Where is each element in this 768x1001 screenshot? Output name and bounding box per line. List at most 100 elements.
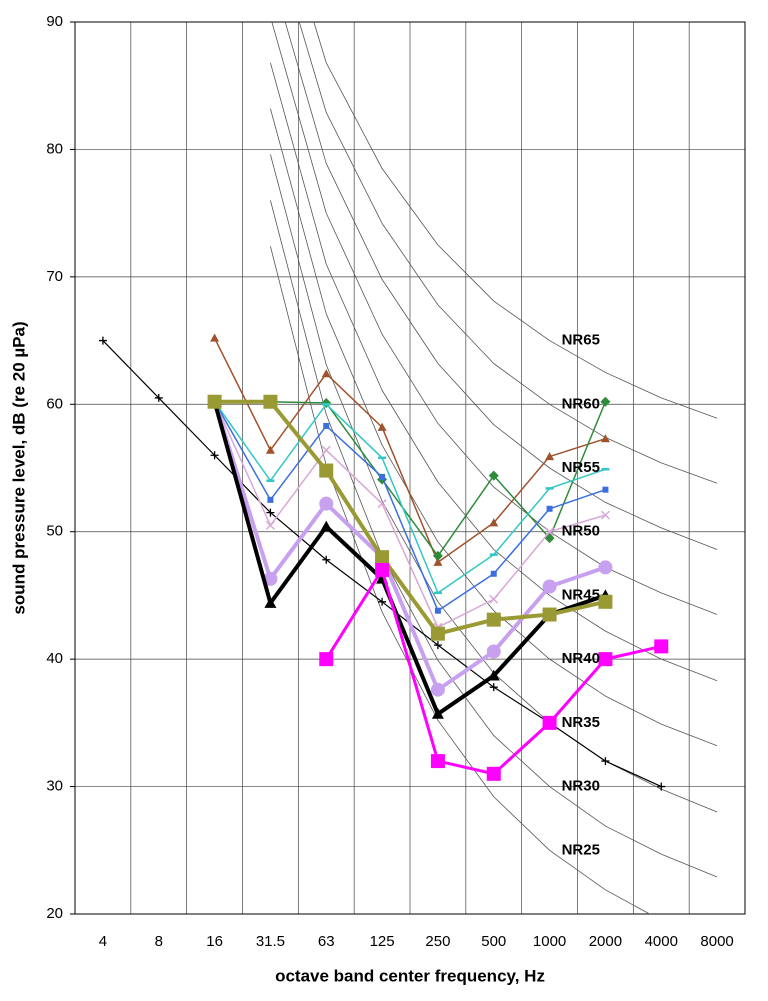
marker <box>487 669 500 681</box>
y-tick-label: 20 <box>46 905 63 922</box>
marker <box>602 486 609 493</box>
y-axis-title: sound pressure level, dB (re 20 µPa) <box>9 321 28 614</box>
marker <box>430 754 445 769</box>
plot-area <box>98 22 718 914</box>
marker <box>598 560 613 575</box>
marker <box>375 550 390 565</box>
marker <box>600 434 610 443</box>
marker <box>489 518 499 527</box>
x-tick-label: 250 <box>425 933 450 950</box>
marker <box>542 579 557 594</box>
y-tick-label: 60 <box>46 395 63 412</box>
y-tick-label: 50 <box>46 523 63 540</box>
marker <box>263 571 278 586</box>
marker <box>98 336 107 345</box>
data-line <box>213 337 606 564</box>
nr-label: NR55 <box>562 459 600 476</box>
data-line <box>213 401 606 629</box>
marker <box>264 597 277 608</box>
marker <box>486 766 501 781</box>
y-tick-label: 30 <box>46 778 63 795</box>
marker <box>265 445 275 454</box>
marker <box>207 394 222 409</box>
nr-label: NR35 <box>562 714 600 731</box>
data-line <box>213 401 606 612</box>
x-tick-label: 125 <box>370 933 395 950</box>
marker <box>600 510 610 520</box>
nr-curve <box>271 22 718 615</box>
y-tick-label: 90 <box>46 13 63 30</box>
y-tick-label: 70 <box>46 268 63 285</box>
marker <box>319 463 334 478</box>
marker <box>430 626 445 641</box>
marker <box>154 393 163 402</box>
plot-frame <box>74 21 746 915</box>
marker <box>263 394 278 409</box>
marker <box>379 473 386 480</box>
x-axis-title: octave band center frequency, Hz <box>275 966 545 985</box>
marker <box>542 715 557 730</box>
marker <box>322 555 331 564</box>
marker <box>323 422 330 429</box>
marker <box>210 451 219 460</box>
marker <box>433 641 442 650</box>
nr-curve <box>298 22 718 484</box>
x-tick-label: 63 <box>318 933 335 950</box>
x-tick-label: 2000 <box>589 933 622 950</box>
marker <box>601 757 610 766</box>
nr-label: NR50 <box>562 523 600 540</box>
x-tick-label: 4 <box>99 933 107 950</box>
data-line <box>213 401 606 594</box>
marker <box>486 644 501 659</box>
nr-curve <box>270 246 651 914</box>
data-line <box>212 401 607 716</box>
marker <box>432 550 443 561</box>
nr-label: NR40 <box>562 650 600 667</box>
data-line <box>214 400 607 557</box>
marker <box>320 520 333 532</box>
x-tick-label: 500 <box>481 933 506 950</box>
nr-label: NR65 <box>562 332 600 349</box>
y-tick-label: 40 <box>46 650 63 667</box>
marker <box>488 470 499 481</box>
marker <box>489 594 499 604</box>
marker <box>545 452 555 461</box>
marker <box>321 445 331 455</box>
nr-label: NR25 <box>562 841 600 858</box>
nr-curve <box>270 108 718 747</box>
marker <box>265 520 275 530</box>
nr-label: NR60 <box>562 395 600 412</box>
x-tick-label: 4000 <box>645 933 678 950</box>
marker <box>657 782 666 791</box>
marker <box>210 333 220 342</box>
data-line <box>214 399 606 636</box>
x-tick-label: 8000 <box>700 933 733 950</box>
marker <box>377 499 387 509</box>
marker <box>542 607 557 622</box>
marker <box>267 496 274 503</box>
marker <box>545 527 555 537</box>
marker <box>486 612 501 627</box>
nr-curve <box>284 22 718 550</box>
marker <box>598 652 613 667</box>
marker <box>375 562 390 577</box>
data-line <box>212 401 607 692</box>
marker <box>600 396 611 407</box>
marker <box>266 508 275 517</box>
marker <box>654 639 669 654</box>
marker <box>489 683 498 692</box>
x-tick-label: 8 <box>155 933 163 950</box>
marker <box>433 557 443 566</box>
marker <box>430 682 445 697</box>
marker <box>546 505 553 512</box>
nr-label: NR45 <box>562 586 600 603</box>
nr-curve <box>270 154 718 813</box>
marker <box>431 707 444 719</box>
marker <box>377 422 387 431</box>
x-tick-label: 1000 <box>533 933 566 950</box>
x-tick-label: 31.5 <box>256 933 285 950</box>
marker <box>378 597 387 606</box>
nr-curve <box>313 22 718 419</box>
nr-curve <box>270 200 718 878</box>
